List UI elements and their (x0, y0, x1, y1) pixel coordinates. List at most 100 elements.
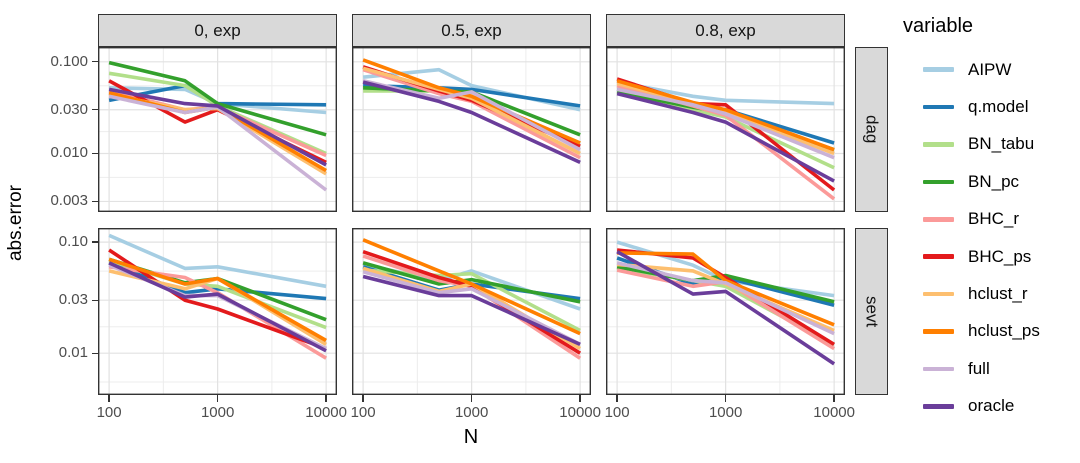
legend-label: BHC_r (968, 209, 1020, 229)
legend-label: q.model (968, 97, 1029, 117)
series-line-oracle (362, 80, 581, 165)
series-line-BHC_ps (108, 248, 327, 351)
legend-item-BN_tabu: BN_tabu (897, 126, 1040, 163)
series-line-oracle (108, 87, 327, 167)
row-facet-strip: sevt (855, 228, 888, 395)
row-facet-label: sevt (862, 295, 882, 328)
legend-item-full: full (897, 350, 1040, 387)
legend-item-BHC_ps: BHC_ps (897, 238, 1040, 275)
y-tick-mark (92, 152, 98, 155)
legend-item-AIPW: AIPW (897, 51, 1040, 88)
legend-label: AIPW (968, 59, 1012, 79)
series-line-hclust_ps (108, 257, 327, 343)
x-tick-label: 10000 (305, 404, 347, 421)
y-tick-mark (92, 109, 98, 111)
x-axis-title: N (463, 426, 479, 448)
legend-label: oracle (968, 396, 1015, 416)
series-line-q.model (363, 83, 581, 108)
legend-title: variable (903, 15, 974, 37)
series-line-oracle (616, 91, 835, 183)
legend-line-swatch (923, 67, 954, 72)
series-line-full (616, 87, 835, 160)
y-tick-mark (92, 200, 98, 203)
series-line-BN_pc (108, 60, 327, 137)
series-line-full (362, 79, 581, 152)
legend-line-swatch (923, 104, 954, 110)
legend-label: BHC_ps (968, 246, 1032, 266)
series-line-full (108, 94, 328, 192)
x-tick-label: 100 (96, 404, 122, 421)
col-facet-strip: 0.5, exp (352, 14, 591, 47)
series-line-oracle (108, 261, 327, 353)
legend-line-swatch (923, 254, 954, 259)
x-tick-label: 1000 (454, 404, 489, 421)
row-facet-label: dag (862, 115, 882, 144)
legend-line-swatch (923, 329, 954, 334)
x-tick-label: 1000 (200, 404, 235, 421)
legend-line-swatch (923, 216, 954, 222)
x-tick-mark (579, 395, 581, 402)
series-line-oracle (616, 250, 836, 366)
facet-panel-sevt-2 (606, 228, 845, 395)
x-tick-mark (616, 395, 618, 402)
x-tick-label: 1000 (708, 404, 743, 421)
col-facet-strip: 0, exp (98, 14, 337, 47)
series-line-hclust_ps (616, 79, 835, 152)
y-tick-label: 0.100 (50, 52, 88, 70)
x-tick-mark (724, 395, 727, 402)
y-tick-label: 0.010 (50, 144, 88, 162)
legend-label: BN_tabu (968, 134, 1035, 154)
x-tick-label: 10000 (813, 404, 855, 421)
facet-panel-dag-2 (606, 47, 845, 212)
y-axis-title: abs.error (5, 184, 26, 262)
legend-line-swatch (923, 366, 954, 372)
series-line-hclust_ps (362, 238, 581, 336)
series-line-BHC_r (616, 268, 836, 351)
row-facet-strip: dag (855, 47, 888, 212)
series-line-q.model (108, 261, 327, 301)
legend-label: hclust_ps (968, 321, 1040, 341)
legend-line-swatch (923, 142, 954, 147)
y-tick-label: 0.01 (58, 344, 88, 362)
series-line-full (362, 270, 581, 347)
x-tick-mark (108, 395, 110, 402)
y-tick-mark (92, 299, 98, 301)
x-tick-label: 10000 (559, 404, 601, 421)
x-tick-label: 100 (350, 404, 376, 421)
legend-label: full (968, 358, 990, 378)
y-tick-mark (92, 241, 98, 243)
x-tick-label: 100 (604, 404, 630, 421)
facet-panel-dag-0 (98, 47, 337, 212)
x-tick-mark (470, 395, 473, 402)
series-line-AIPW (108, 233, 327, 289)
series-line-oracle (362, 274, 581, 347)
legend-item-hclust_ps: hclust_ps (897, 313, 1040, 350)
col-facet-strip: 0.8, exp (606, 14, 845, 47)
y-tick-label: 0.03 (58, 291, 88, 309)
legend-item-BN_pc: BN_pc (897, 163, 1040, 200)
legend-label: hclust_r (968, 284, 1028, 304)
y-tick-label: 0.10 (58, 233, 88, 251)
x-tick-mark (325, 395, 327, 402)
series-line-AIPW (616, 80, 835, 106)
y-tick-label: 0.003 (50, 192, 88, 210)
y-tick-label: 0.030 (50, 100, 88, 118)
x-tick-mark (362, 395, 364, 402)
legend-item-q.model: q.model (897, 88, 1040, 125)
legend-line-swatch (923, 291, 954, 297)
legend-item-hclust_r: hclust_r (897, 275, 1040, 312)
y-tick-mark (92, 352, 98, 354)
facet-panel-sevt-0 (98, 228, 337, 395)
x-tick-mark (216, 395, 219, 402)
legend-line-swatch (923, 403, 954, 409)
facet-panel-dag-1 (352, 47, 591, 212)
legend-item-BHC_r: BHC_r (897, 201, 1040, 238)
y-tick-mark (92, 61, 98, 63)
series-line-hclust_ps (617, 251, 835, 327)
legend-line-swatch (923, 179, 954, 185)
legend-item-oracle: oracle (897, 388, 1040, 425)
legend-label: BN_pc (968, 171, 1020, 191)
facet-panel-sevt-1 (352, 228, 591, 395)
